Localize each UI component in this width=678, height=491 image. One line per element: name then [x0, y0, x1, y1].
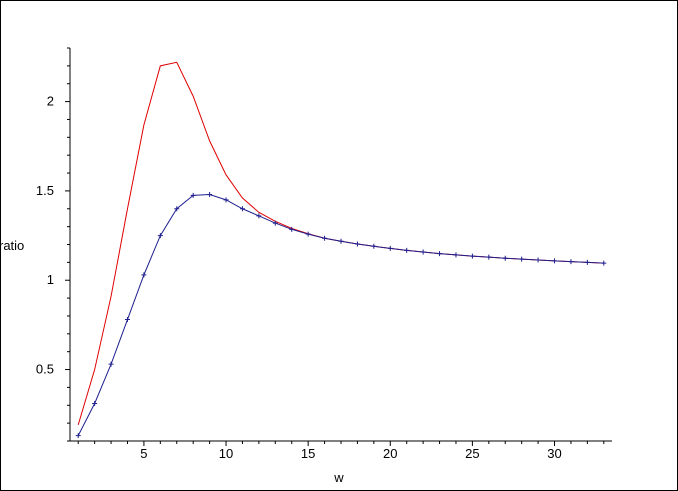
series-2-point: [322, 235, 328, 241]
x-tick-label: 25: [465, 446, 479, 461]
y-tick-label: 1: [47, 272, 54, 287]
series-2-point: [584, 259, 590, 265]
x-tick-label: 10: [219, 446, 233, 461]
series-2-point: [190, 192, 196, 198]
series-2-point: [272, 220, 278, 226]
series-2-point: [124, 317, 130, 323]
series-2-point: [354, 241, 360, 247]
y-tick-label: 0.5: [36, 362, 54, 377]
series-2-point: [387, 245, 393, 251]
series-2-point: [601, 260, 607, 266]
x-tick-label: 5: [140, 446, 147, 461]
series-2-point: [207, 191, 213, 197]
series-2-point: [157, 233, 163, 239]
series-2-point: [552, 258, 558, 264]
series-2-point: [535, 257, 541, 263]
series-2-line: [77, 193, 604, 436]
series-2-point: [371, 243, 377, 249]
series-2-point: [141, 272, 147, 278]
y-tick-label: 2: [47, 94, 54, 109]
series-2-point: [453, 252, 459, 258]
y-tick-label: 1.5: [36, 183, 54, 198]
series-2-point: [92, 400, 98, 406]
series-2-point: [305, 231, 311, 237]
axes: 5 10 15 20 25 30 0.5 1 1.5 2: [36, 47, 612, 461]
series-2-point: [568, 259, 574, 265]
series-2-point: [486, 254, 492, 260]
x-tick-label: 15: [301, 446, 315, 461]
series-group: [75, 61, 607, 439]
series-2-point: [469, 253, 475, 259]
series-2-point: [256, 213, 262, 219]
y-axis-label: ratio: [1, 238, 24, 253]
series-2-point: [174, 206, 180, 212]
x-tick-label: 20: [383, 446, 397, 461]
series-2-point: [108, 361, 114, 367]
series-2-point: [338, 238, 344, 244]
series-2-point: [223, 197, 229, 203]
x-axis-label: w: [333, 470, 344, 485]
series-2-point: [289, 226, 295, 232]
series-2-point: [75, 433, 81, 439]
series-2-point: [437, 251, 443, 257]
series-2-point: [420, 249, 426, 255]
series-2-point: [519, 256, 525, 262]
series-2-point: [404, 247, 410, 253]
series-2-point: [239, 206, 245, 212]
x-tick-label: 30: [547, 446, 561, 461]
series-2-point: [502, 255, 508, 261]
